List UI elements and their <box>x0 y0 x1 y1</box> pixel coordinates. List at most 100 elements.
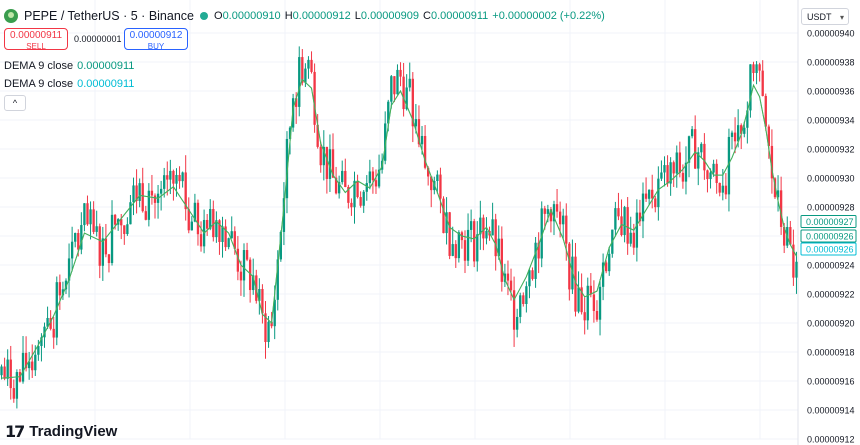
candle-down <box>779 190 783 227</box>
candle-up <box>61 289 65 296</box>
tradingview-logo-icon: 17 <box>5 422 25 441</box>
candle-down <box>592 294 596 312</box>
candle-up <box>776 190 780 198</box>
candle-down <box>439 174 442 199</box>
candle-down <box>752 64 755 74</box>
ohlc-low-value: 0.00000909 <box>360 10 420 22</box>
candle-down <box>531 270 534 279</box>
candle-down <box>463 240 467 261</box>
candle-up <box>601 262 605 287</box>
candle-up <box>64 280 68 290</box>
candle-up <box>67 258 71 281</box>
candle-down <box>135 185 138 201</box>
buy-button[interactable]: 0.00000912 BUY <box>124 28 188 51</box>
chart-header: PEPE / TetherUS · 5 · Binance O0.0000091… <box>4 7 605 25</box>
candle-down <box>123 225 126 235</box>
candle-down <box>92 209 95 232</box>
candle-down <box>184 172 187 210</box>
candle-up <box>709 172 712 180</box>
pepe-logo-icon <box>4 9 18 23</box>
candle-up <box>721 185 724 193</box>
collapse-indicators-button[interactable]: ^ <box>4 95 26 111</box>
candle-up <box>457 232 461 259</box>
candle-up <box>700 143 703 153</box>
candle-up <box>221 226 224 242</box>
symbol-title[interactable]: PEPE / TetherUS · 5 · Binance <box>24 9 194 23</box>
candle-up <box>362 191 365 206</box>
currency-selector[interactable]: USDT ▾ <box>801 8 849 25</box>
candle-down <box>350 202 353 208</box>
candle-up <box>608 253 611 272</box>
candle-up <box>159 188 163 194</box>
candle-down <box>9 359 12 389</box>
candle-up <box>15 372 19 399</box>
candle-up <box>749 64 752 111</box>
candle-down <box>430 176 433 191</box>
indicator-label: DEMA 9 close <box>4 60 74 72</box>
candle-up <box>175 174 178 184</box>
candle-down <box>233 231 236 249</box>
candle-down <box>681 172 685 182</box>
candle-up <box>43 326 46 338</box>
candle-down <box>583 312 586 321</box>
candle-up <box>451 244 454 256</box>
candle-up <box>34 354 37 371</box>
y-tick-label: 0.00000934 <box>807 116 855 126</box>
candle-down <box>218 220 221 242</box>
sell-price: 0.00000911 <box>9 30 63 41</box>
tradingview-logo[interactable]: 17 TradingView <box>5 422 117 441</box>
candle-down <box>767 126 771 146</box>
indicator-value: 0.00000911 <box>77 78 135 90</box>
candle-down <box>399 69 402 77</box>
candle-up <box>322 146 325 166</box>
candle-down <box>334 177 338 194</box>
candle-down <box>172 170 175 184</box>
candle-down <box>694 129 697 169</box>
candle-up <box>387 101 390 124</box>
sell-button[interactable]: 0.00000911 SELL <box>4 28 68 51</box>
candle-down <box>718 182 721 193</box>
candle-down <box>595 311 599 320</box>
candle-down <box>141 183 144 212</box>
y-tick-label: 0.00000928 <box>807 203 855 213</box>
candle-up <box>193 202 197 222</box>
trade-panel: 0.00000911 SELL 0.00000001 0.00000912 BU… <box>4 28 188 51</box>
candle-down <box>153 195 157 203</box>
candle-down <box>574 256 577 312</box>
candle-down <box>144 211 147 220</box>
candle-down <box>402 76 405 110</box>
candle-up <box>126 224 129 235</box>
y-tick-label: 0.00000930 <box>807 174 855 184</box>
price-label-value: 0.00000926 <box>806 245 854 255</box>
candle-down <box>270 321 273 327</box>
indicator-dema-1[interactable]: DEMA 9 close 0.00000911 <box>4 60 134 72</box>
candle-up <box>21 352 25 382</box>
candle-up <box>515 316 519 330</box>
candle-down <box>356 180 359 198</box>
candle-down <box>3 366 6 379</box>
candle-up <box>89 209 92 225</box>
candle-up <box>169 170 172 180</box>
candle-down <box>632 232 635 248</box>
candle-down <box>236 248 240 272</box>
candle-up <box>534 242 537 279</box>
candle-down <box>509 280 513 291</box>
candle-up <box>727 136 731 195</box>
indicator-dema-2[interactable]: DEMA 9 close 0.00000911 <box>4 78 134 90</box>
market-open-icon <box>200 12 208 20</box>
candle-down <box>150 190 154 196</box>
candle-down <box>565 215 568 244</box>
candle-up <box>525 286 528 305</box>
candle-down <box>537 242 540 259</box>
candle-up <box>405 87 408 110</box>
candle-up <box>273 299 276 327</box>
candle-up <box>147 190 151 220</box>
ohlc-high-key: H <box>284 10 293 22</box>
candle-up <box>736 125 740 142</box>
candle-down <box>733 132 737 142</box>
candle-down <box>494 219 497 257</box>
candle-up <box>101 238 104 266</box>
candle-up <box>528 270 531 287</box>
ohlc-low-key: L <box>354 10 361 22</box>
